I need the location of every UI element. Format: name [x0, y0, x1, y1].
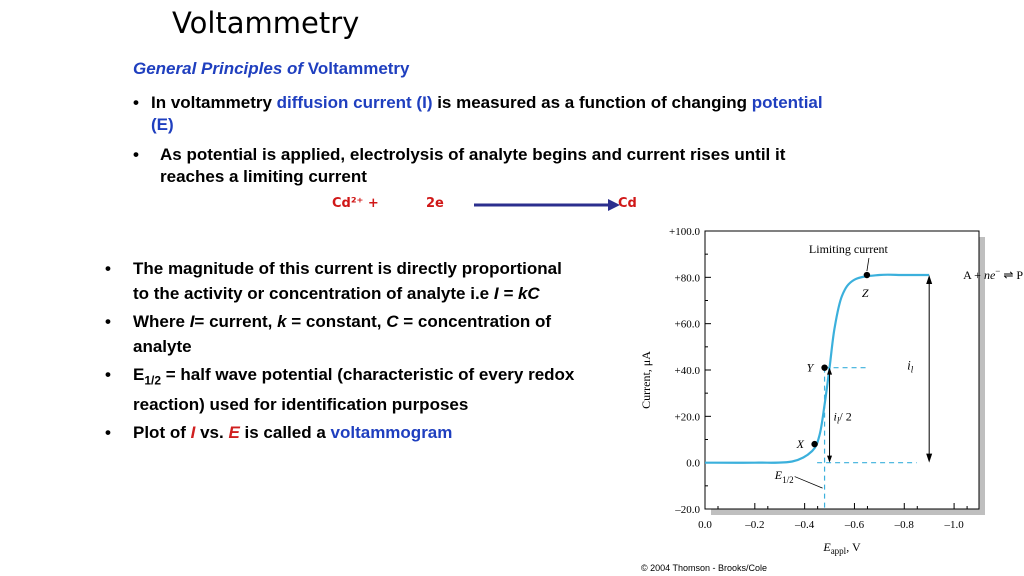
point-label-x: X — [796, 437, 805, 451]
bullet6-part: vs. — [195, 423, 229, 443]
bullet3-equation: I = kC — [493, 283, 540, 303]
voltammogram-curve — [704, 273, 930, 464]
e-half-main: E — [774, 468, 783, 482]
reaction-label-a: A + — [963, 268, 984, 282]
bullet6-part: Plot of — [133, 423, 191, 443]
bullet-dot: • — [105, 259, 111, 278]
bullet5-part: = half wave potential (characteristic of… — [133, 365, 575, 414]
x-tick-label: –0.2 — [744, 519, 764, 531]
x-tick-label: –0.8 — [894, 519, 915, 531]
bullet-half-wave: • E1/2 = half wave potential (characteris… — [105, 363, 575, 417]
bullet-dot: • — [105, 423, 111, 443]
e-half-pointer — [794, 476, 823, 489]
x-axis-label-sub: appl — [831, 546, 847, 556]
bullet4-part: = current, — [194, 312, 278, 331]
half-arrow-head-down — [827, 455, 833, 463]
reaction-label-b: ⇌ P — [1000, 268, 1023, 282]
copyright-notice: © 2004 Thomson - Brooks/Cole — [641, 563, 768, 573]
reaction-electrons: 2e — [426, 196, 444, 211]
point-label-z: Z — [862, 286, 869, 300]
bullet6-part: voltammogram — [330, 423, 453, 443]
limiting-current-pointer — [866, 257, 870, 272]
bullet4-part: = constant, — [286, 312, 387, 331]
reaction-arrow-icon — [474, 199, 620, 211]
il-label-sub: l — [911, 365, 914, 375]
reaction-label: A + ne− ⇌ P — [963, 266, 1023, 282]
y-tick-label: +40.0 — [675, 365, 701, 377]
bullet-voltammogram: • Plot of I vs. E is called a voltammogra… — [105, 421, 575, 446]
bullet2-text: As potential is applied, electrolysis of… — [160, 145, 786, 186]
voltammogram-chart: –20.0 0.0 +20.0 +40.0 +60.0 +80.0 +100.0 0.0 –0.… — [639, 226, 1023, 556]
bullet1-part2: diffusion current (I) — [276, 93, 433, 112]
x-tick-label: –0.4 — [794, 519, 815, 531]
bullet-dot: • — [133, 145, 139, 164]
bullet-electrolysis: • As potential is applied, electrolysis … — [133, 144, 853, 188]
bullet1-part4: potential (E) — [151, 93, 823, 134]
subtitle-italic: General Principles of — [133, 59, 304, 78]
point-label-y: Y — [807, 361, 815, 375]
x-axis-label-main: E — [822, 540, 831, 554]
reaction-equation: Cd²⁺ + 2e Cd — [320, 194, 660, 216]
reaction-product: Cd — [618, 196, 637, 211]
bullet4-part: = concentration of analyte — [133, 312, 552, 356]
y-tick-label: –20.0 — [674, 504, 700, 516]
il-half-sub: l — [837, 415, 840, 425]
il-label: il — [907, 358, 914, 375]
e-half-sub: 1/2 — [782, 475, 794, 485]
y-tick-label: +20.0 — [675, 411, 701, 423]
reaction-label-ne: ne — [984, 268, 996, 282]
bullet5-part: E — [133, 365, 145, 384]
bullet-dot: • — [133, 93, 139, 112]
y-axis-label: Current, μA — [639, 351, 653, 409]
y-tick-label: +100.0 — [669, 226, 700, 238]
reaction-reactant: Cd²⁺ + — [332, 196, 379, 211]
bullet-dot: • — [105, 312, 111, 331]
bullet-diffusion-current: • In voltammetry diffusion current (I) i… — [133, 92, 833, 136]
il-arrow-head-down — [926, 453, 933, 463]
bullet4-part: I — [189, 312, 195, 331]
il-arrow-head-up — [926, 275, 933, 285]
bullet4-part: C — [386, 312, 399, 331]
reaction-label-sup: − — [995, 266, 1000, 276]
point-marker-y — [821, 364, 828, 371]
bullet6-part: E — [228, 423, 240, 443]
il-half-rest: / 2 — [839, 409, 851, 423]
x-axis-label-unit: , V — [846, 540, 861, 554]
lower-bullets: • The magnitude of this current is direct… — [105, 257, 575, 450]
bullet1-part1: In voltammetry — [151, 93, 277, 112]
y-tick-label: +80.0 — [675, 272, 701, 284]
bullet3-text: The magnitude of this current is directl… — [133, 259, 562, 303]
slide-title: Voltammetry — [172, 6, 360, 40]
x-tick-label: –1.0 — [943, 519, 964, 531]
y-tick-label: +60.0 — [675, 319, 701, 331]
point-marker-x — [811, 440, 818, 448]
subtitle-rest: Voltammetry — [303, 59, 410, 78]
point-marker-z — [863, 271, 871, 279]
bullet-definitions: • Where I= current, k = constant, C = con… — [105, 310, 575, 359]
il-half-main: i — [834, 409, 837, 423]
il-half-label: il/ 2 — [834, 409, 852, 425]
bullet5-sub: 1/2 — [144, 373, 162, 388]
il-label-main: i — [907, 358, 911, 373]
bullet-dot: • — [105, 365, 111, 384]
limiting-current-label: Limiting current — [809, 242, 889, 256]
bullet4-part: k — [277, 312, 287, 331]
x-axis-label: Eappl, V — [822, 540, 861, 556]
slide-subtitle: General Principles of Voltammetry — [133, 59, 410, 79]
plot-frame — [704, 230, 980, 510]
bullet1-part3: is measured as a function of changing — [432, 93, 752, 112]
bullet6-part: I — [190, 423, 196, 443]
bullet6-part: is called a — [239, 423, 331, 443]
bullet-proportional: • The magnitude of this current is direct… — [105, 257, 575, 306]
x-tick-label: 0.0 — [698, 519, 712, 531]
x-tick-label: –0.6 — [844, 519, 865, 531]
bullet4-part: Where — [133, 312, 190, 331]
e-half-label: E1/2 — [774, 468, 794, 485]
y-tick-label: 0.0 — [686, 458, 700, 470]
half-arrow-head-up — [827, 367, 833, 375]
